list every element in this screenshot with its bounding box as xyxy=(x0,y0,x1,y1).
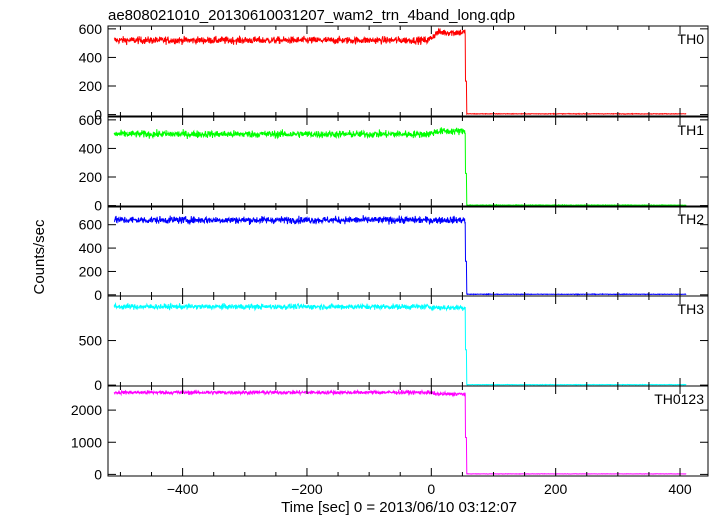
y-tick-label: 600 xyxy=(79,217,103,233)
y-tick-label: 0 xyxy=(94,466,102,482)
y-tick-label: 400 xyxy=(79,240,103,256)
series-th2 xyxy=(114,215,687,296)
panel-th2: 0 200 400 600 TH2 xyxy=(79,205,709,303)
y-tick-label: 0 xyxy=(94,107,102,123)
series-th0123 xyxy=(113,388,687,475)
y-axis-label: Counts/sec xyxy=(31,219,48,295)
y-tick-label: 1000 xyxy=(71,434,102,450)
y-tick-label: 0 xyxy=(94,377,102,393)
panel-label: TH0 xyxy=(678,31,705,47)
y-tick-label: 400 xyxy=(79,140,103,156)
x-tick-label: 0 xyxy=(427,481,435,497)
y-tick-label: 600 xyxy=(79,21,103,37)
y-tick-label: 500 xyxy=(79,333,103,349)
y-tick-label: 200 xyxy=(79,263,103,279)
panel-th0123: 0 1000 2000 TH0123 xyxy=(71,385,709,482)
panel-label: TH3 xyxy=(678,301,705,317)
panel-th3: 0 500 TH3 xyxy=(79,295,709,393)
y-tick-label: 400 xyxy=(79,49,103,65)
y-tick-label: 600 xyxy=(79,112,103,128)
series-th3 xyxy=(113,301,687,386)
panel-label: TH1 xyxy=(678,122,705,138)
panel-label: TH2 xyxy=(678,211,705,227)
y-tick-label: 2000 xyxy=(71,402,102,418)
y-tick-label: 0 xyxy=(94,198,102,214)
panel-th1: 0 200 400 600 TH1 xyxy=(79,112,709,214)
chart-title: ae808021010_20130610031207_wam2_trn_4ban… xyxy=(108,7,515,24)
x-tick-label: 200 xyxy=(544,481,568,497)
y-tick-label: 200 xyxy=(79,78,103,94)
panel-th0: 0 200 400 600 TH0 xyxy=(79,21,709,123)
x-tick-label: −200 xyxy=(291,481,323,497)
x-tick-label: −400 xyxy=(167,481,199,497)
panel-frame xyxy=(107,385,709,477)
series-th0 xyxy=(113,27,687,116)
panel-frame xyxy=(107,25,709,117)
y-tick-label: 0 xyxy=(94,287,102,303)
panel-frame xyxy=(107,116,709,208)
series-th1 xyxy=(113,127,687,207)
panel-frame xyxy=(107,295,709,387)
x-axis-label: Time [sec] 0 = 2013/06/10 03:12:07 xyxy=(281,499,517,516)
y-tick-label: 200 xyxy=(79,169,103,185)
panel-label: TH0123 xyxy=(654,391,704,407)
x-tick-label: 400 xyxy=(668,481,692,497)
